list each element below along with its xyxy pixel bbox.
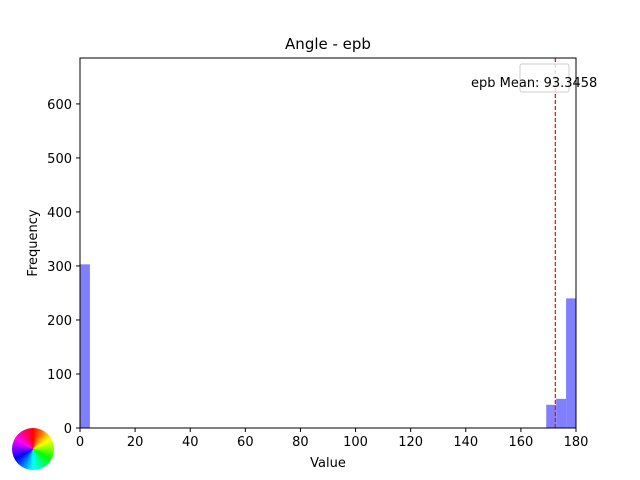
y-tick-label: 0 (64, 422, 72, 437)
histogram-bar-2 (556, 398, 567, 428)
y-tick-label: 400 (47, 206, 72, 221)
x-tick-label: 120 (398, 435, 423, 450)
hue-wheel-icon (12, 428, 54, 470)
histogram-bar-3 (566, 298, 576, 428)
legend: epb Mean: 93.3458 (471, 63, 597, 93)
y-tick-label: 600 (47, 98, 72, 113)
x-tick-label: 60 (237, 435, 254, 450)
y-axis-ticks: 0 100 200 300 400 500 600 (47, 98, 80, 437)
plot-frame (79, 57, 577, 429)
y-tick-label: 100 (47, 368, 72, 383)
chart-title: Angle - epb (285, 35, 371, 53)
bars-group (80, 264, 576, 428)
y-tick-label: 200 (47, 314, 72, 329)
x-tick-label: 140 (453, 435, 478, 450)
x-tick-label: 20 (127, 435, 144, 450)
x-tick-label: 0 (76, 435, 84, 450)
y-tick-label: 300 (47, 260, 72, 275)
histogram-bar-1 (546, 404, 557, 428)
histogram-bar-0 (80, 264, 90, 428)
legend-label: epb Mean: 93.3458 (471, 76, 597, 91)
y-tick-label: 500 (47, 152, 72, 167)
legend-box (519, 63, 570, 93)
y-axis-label: Frequency (26, 209, 41, 276)
x-tick-label: 100 (343, 435, 368, 450)
x-axis-label: Value (310, 456, 346, 471)
x-tick-label: 80 (292, 435, 309, 450)
x-tick-label: 180 (564, 435, 589, 450)
x-tick-label: 160 (508, 435, 533, 450)
x-axis-ticks: 0 20 40 60 80 100 120 140 160 180 (76, 428, 589, 450)
plot-area (80, 58, 576, 428)
x-tick-label: 40 (182, 435, 199, 450)
